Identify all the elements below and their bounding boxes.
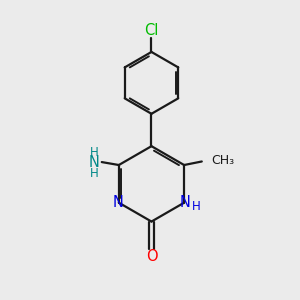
Text: H: H bbox=[192, 200, 201, 213]
Text: O: O bbox=[146, 249, 157, 264]
Text: N: N bbox=[88, 155, 99, 170]
Text: Cl: Cl bbox=[144, 23, 159, 38]
Text: H: H bbox=[89, 167, 98, 180]
Text: H: H bbox=[89, 146, 98, 159]
Text: N: N bbox=[112, 195, 123, 210]
Text: CH₃: CH₃ bbox=[212, 154, 235, 167]
Text: N: N bbox=[180, 195, 191, 210]
